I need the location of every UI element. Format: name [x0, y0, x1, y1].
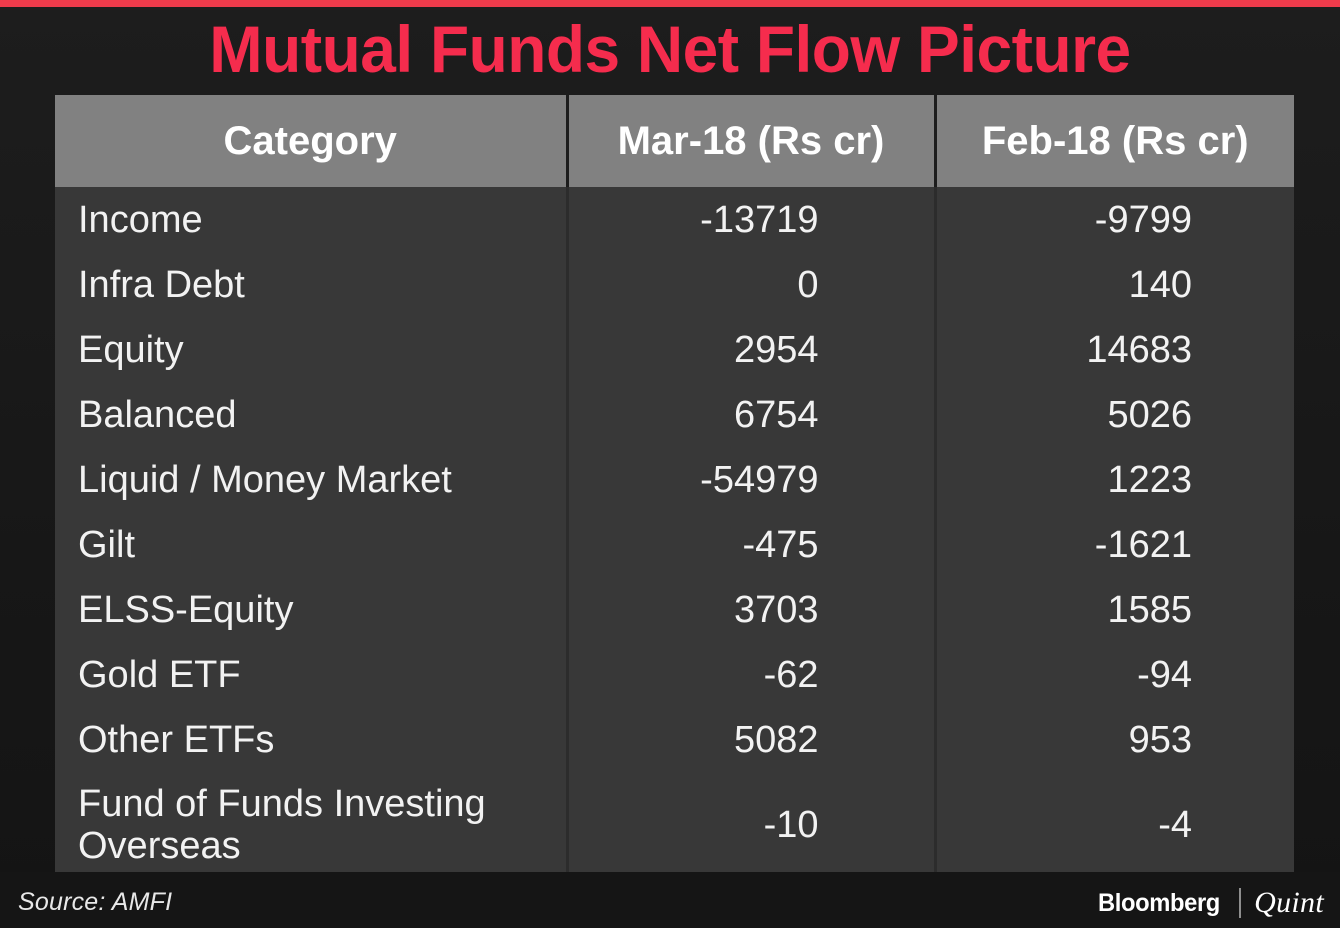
cell-mar18: -54979 [567, 447, 937, 512]
column-header-category: Category [55, 95, 569, 187]
cell-mar18: -62 [567, 642, 937, 707]
cell-category: ELSS-Equity [55, 577, 569, 642]
source-label: Source: AMFI [18, 888, 173, 916]
cell-mar18: -13719 [567, 187, 937, 252]
cell-feb18: 953 [935, 707, 1294, 772]
cell-feb18: 14683 [935, 317, 1294, 382]
table-row: Gold ETF -62 -94 [55, 642, 1294, 707]
brand-divider [1239, 888, 1242, 918]
flows-table-container: Category Mar-18 (Rs cr) Feb-18 (Rs cr) I… [55, 95, 1294, 877]
table-row: Balanced 6754 5026 [55, 382, 1294, 447]
cell-category: Balanced [55, 382, 569, 447]
cell-mar18: -10 [567, 772, 937, 877]
flows-table: Category Mar-18 (Rs cr) Feb-18 (Rs cr) I… [55, 95, 1294, 877]
table-row: Fund of Funds Investing Overseas -10 -4 [55, 772, 1294, 877]
brand-logo: Bloomberg Quint [1098, 886, 1324, 920]
bloomberg-wordmark: Bloomberg [1097, 888, 1220, 917]
table-row: Income -13719 -9799 [55, 187, 1294, 252]
cell-category: Equity [55, 317, 569, 382]
cell-mar18: 5082 [567, 707, 937, 772]
cell-category: Other ETFs [55, 707, 569, 772]
cell-mar18: 6754 [567, 382, 937, 447]
quint-wordmark: Quint [1254, 886, 1324, 919]
footer-bar [0, 872, 1340, 928]
cell-feb18: -1621 [935, 512, 1294, 577]
cell-category: Income [55, 187, 569, 252]
cell-category: Infra Debt [55, 252, 569, 317]
cell-feb18: 140 [935, 252, 1294, 317]
cell-category: Fund of Funds Investing Overseas [55, 772, 569, 877]
table-header-row: Category Mar-18 (Rs cr) Feb-18 (Rs cr) [55, 95, 1294, 187]
cell-mar18: 0 [567, 252, 937, 317]
cell-feb18: -94 [935, 642, 1294, 707]
page-title: Mutual Funds Net Flow Picture [209, 12, 1131, 86]
table-row: Liquid / Money Market -54979 1223 [55, 447, 1294, 512]
cell-feb18: 1223 [935, 447, 1294, 512]
table-row: Other ETFs 5082 953 [55, 707, 1294, 772]
top-accent-bar [0, 0, 1340, 7]
cell-category: Liquid / Money Market [55, 447, 569, 512]
cell-mar18: -475 [567, 512, 937, 577]
cell-mar18: 2954 [567, 317, 937, 382]
column-header-mar18: Mar-18 (Rs cr) [567, 95, 937, 187]
cell-category: Gilt [55, 512, 569, 577]
cell-feb18: 5026 [935, 382, 1294, 447]
table-body: Income -13719 -9799 Infra Debt 0 140 Equ… [55, 187, 1294, 877]
cell-category: Gold ETF [55, 642, 569, 707]
cell-feb18: -9799 [935, 187, 1294, 252]
column-header-feb18: Feb-18 (Rs cr) [935, 95, 1294, 187]
table-header: Category Mar-18 (Rs cr) Feb-18 (Rs cr) [55, 95, 1294, 187]
table-row: Gilt -475 -1621 [55, 512, 1294, 577]
cell-feb18: 1585 [935, 577, 1294, 642]
table-row: Equity 2954 14683 [55, 317, 1294, 382]
table-row: Infra Debt 0 140 [55, 252, 1294, 317]
table-row: ELSS-Equity 3703 1585 [55, 577, 1294, 642]
cell-feb18: -4 [935, 772, 1294, 877]
cell-mar18: 3703 [567, 577, 937, 642]
